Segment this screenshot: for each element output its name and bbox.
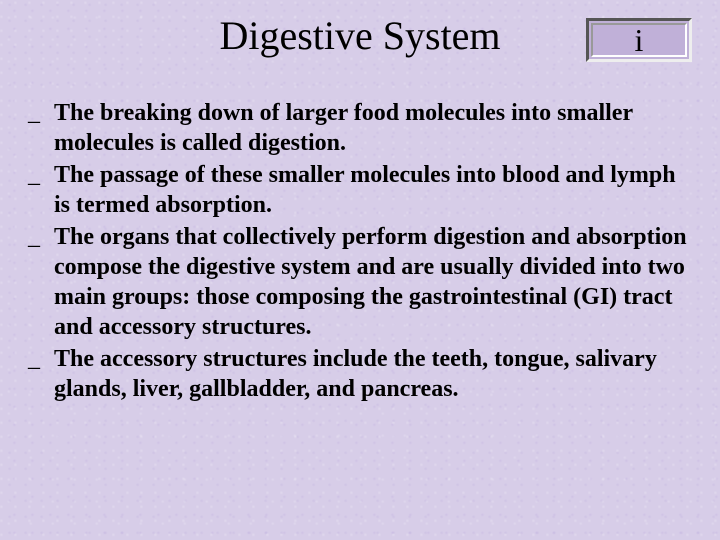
- list-item: _ The passage of these smaller molecules…: [28, 160, 692, 220]
- info-button[interactable]: i: [586, 18, 692, 62]
- list-item: _ The organs that collectively perform d…: [28, 222, 692, 342]
- bullet-text: The accessory structures include the tee…: [54, 344, 692, 404]
- bullet-icon: _: [28, 98, 54, 128]
- bullet-text: The breaking down of larger food molecul…: [54, 98, 692, 158]
- list-item: _ The accessory structures include the t…: [28, 344, 692, 404]
- bullet-icon: _: [28, 344, 54, 374]
- bullet-text: The passage of these smaller molecules i…: [54, 160, 692, 220]
- list-item: _ The breaking down of larger food molec…: [28, 98, 692, 158]
- slide: Digestive System i _ The breaking down o…: [0, 0, 720, 540]
- header: Digestive System i: [28, 12, 692, 74]
- bullet-text: The organs that collectively perform dig…: [54, 222, 692, 342]
- bullet-icon: _: [28, 222, 54, 252]
- info-button-label: i: [635, 22, 644, 59]
- bullet-icon: _: [28, 160, 54, 190]
- content: _ The breaking down of larger food molec…: [28, 98, 692, 404]
